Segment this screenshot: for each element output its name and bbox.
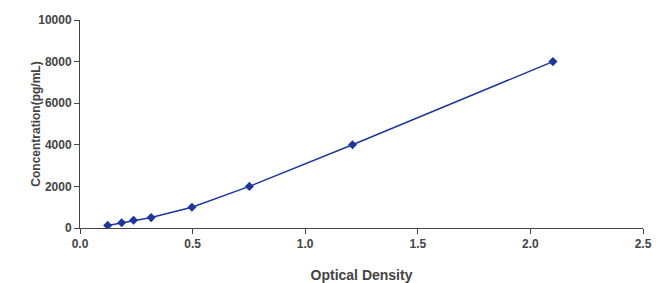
svg-text:0.5: 0.5 [184, 237, 201, 251]
svg-text:1.5: 1.5 [409, 237, 426, 251]
svg-text:2.5: 2.5 [635, 237, 652, 251]
svg-text:4000: 4000 [45, 138, 72, 152]
svg-text:1.0: 1.0 [297, 237, 314, 251]
svg-text:0: 0 [65, 221, 72, 235]
svg-text:Concentration(pg/mL): Concentration(pg/mL) [29, 61, 43, 186]
svg-text:10000: 10000 [38, 13, 72, 27]
svg-text:0.0: 0.0 [72, 237, 89, 251]
svg-text:Optical Density: Optical Density [311, 267, 413, 283]
svg-text:6000: 6000 [45, 96, 72, 110]
svg-text:8000: 8000 [45, 55, 72, 69]
svg-text:2000: 2000 [45, 180, 72, 194]
svg-text:2.0: 2.0 [522, 237, 539, 251]
